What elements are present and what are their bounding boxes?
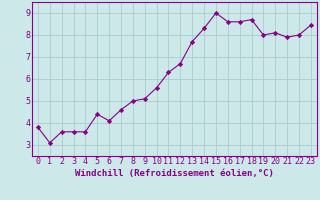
X-axis label: Windchill (Refroidissement éolien,°C): Windchill (Refroidissement éolien,°C) xyxy=(75,169,274,178)
